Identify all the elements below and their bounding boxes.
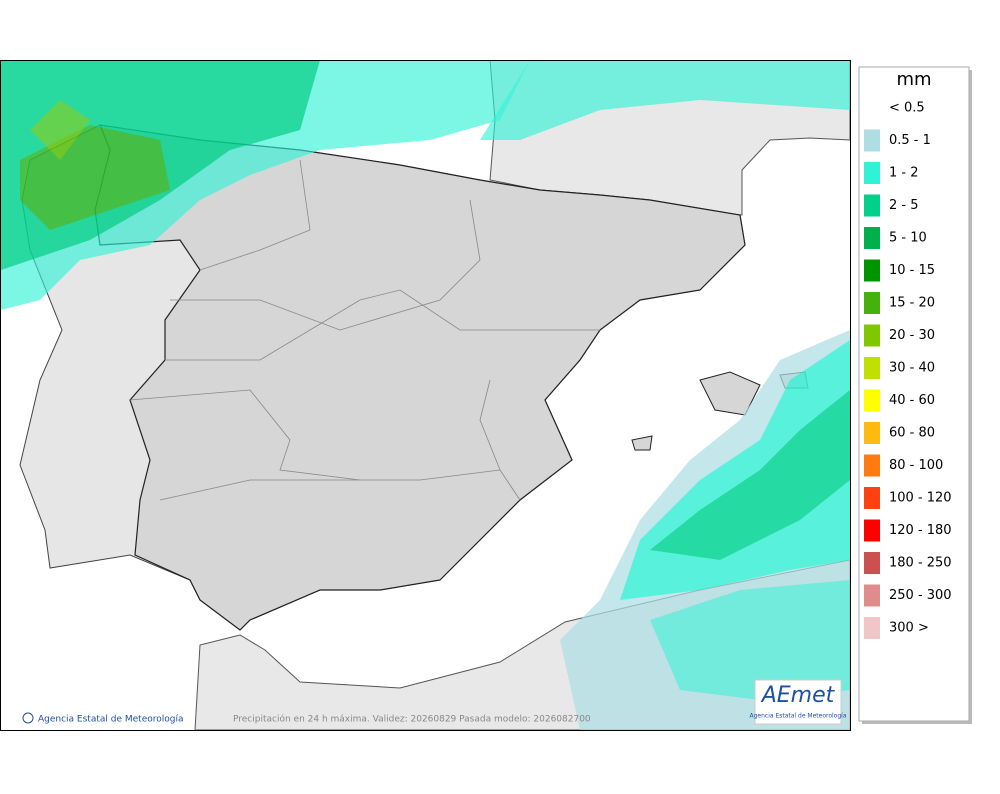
legend-label: 250 - 300 xyxy=(889,588,952,603)
legend-label: 20 - 30 xyxy=(889,328,935,343)
legend-swatch xyxy=(864,519,880,542)
legend-label: 100 - 120 xyxy=(889,491,952,506)
logo: AEmet Agencia Estatal de Meteorología xyxy=(750,679,847,725)
precipitation xyxy=(1,60,850,730)
legend-label: 2 - 5 xyxy=(889,198,919,213)
legend-swatch xyxy=(864,292,880,314)
region-borders xyxy=(129,159,600,501)
footer-caption: Precipitación en 24 h máxima. Validez: 2… xyxy=(233,714,591,725)
legend-label: 5 - 10 xyxy=(889,231,927,246)
legend-swatch xyxy=(864,552,880,574)
legend-swatch xyxy=(864,259,880,282)
legend-swatch xyxy=(864,389,880,412)
legend-label: 120 - 180 xyxy=(889,523,952,538)
legend-label: < 0.5 xyxy=(889,101,925,116)
copyright-icon xyxy=(22,712,34,724)
legend-label: 80 - 100 xyxy=(889,458,943,473)
legend-label: 15 - 20 xyxy=(889,296,935,311)
legend-label: 30 - 40 xyxy=(889,361,935,376)
legend-swatch xyxy=(864,617,880,639)
map-frame xyxy=(0,60,851,731)
legend-swatch xyxy=(864,584,880,607)
legend-swatch xyxy=(864,422,880,444)
legend-swatch xyxy=(864,162,880,184)
legend-swatch xyxy=(864,454,880,477)
logo-subtitle: Agencia Estatal de Meteorología xyxy=(750,713,847,720)
legend-swatch xyxy=(864,487,880,509)
legend-label: 180 - 250 xyxy=(889,556,952,571)
legend-label: 0.5 - 1 xyxy=(889,133,931,148)
footer-credit: Agencia Estatal de Meteorología xyxy=(38,715,184,725)
legend-label: 300 > xyxy=(889,621,929,636)
legend-title: mm xyxy=(896,69,931,90)
logo-name: AEmet xyxy=(760,683,836,708)
legend-swatch xyxy=(864,129,880,152)
legend-swatch xyxy=(864,194,880,217)
map: AEmet Agencia Estatal de Meteorología Ag… xyxy=(1,60,850,730)
legend-label: 1 - 2 xyxy=(889,166,919,181)
legend-label: 40 - 60 xyxy=(889,393,935,408)
legend-swatch xyxy=(864,227,880,249)
logo-box xyxy=(754,679,842,725)
legend-swatch xyxy=(864,324,880,347)
legend-label: 60 - 80 xyxy=(889,426,935,441)
legend-label: 10 - 15 xyxy=(889,263,935,278)
legend-swatch xyxy=(864,357,880,379)
legend: mm < 0.5 0.5 - 1 1 - 2 2 - 5 5 - 10 10 - 15 15… xyxy=(858,66,972,724)
